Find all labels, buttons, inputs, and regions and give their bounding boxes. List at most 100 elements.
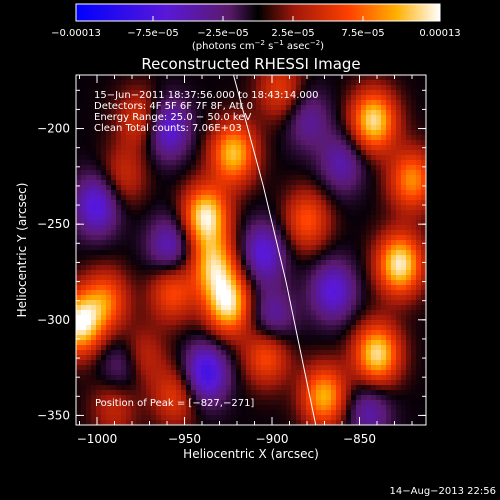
heatmap-cell bbox=[281, 240, 287, 246]
heatmap-cell bbox=[286, 345, 292, 351]
heatmap-cell bbox=[261, 300, 267, 306]
heatmap-cell bbox=[331, 170, 337, 176]
heatmap-cell bbox=[186, 105, 192, 111]
heatmap-cell bbox=[291, 165, 297, 171]
heatmap-cell bbox=[181, 285, 187, 291]
heatmap-cell bbox=[371, 380, 377, 386]
heatmap-cell bbox=[211, 190, 217, 196]
heatmap-cell bbox=[196, 355, 202, 361]
heatmap-cell bbox=[341, 185, 347, 191]
heatmap-cell bbox=[126, 130, 132, 136]
heatmap-cell bbox=[246, 300, 252, 306]
heatmap-cell bbox=[391, 420, 397, 425]
heatmap-cell bbox=[421, 330, 426, 336]
heatmap-cell bbox=[106, 180, 112, 186]
heatmap-cell bbox=[301, 95, 307, 101]
heatmap-cell bbox=[176, 365, 182, 371]
heatmap-cell bbox=[376, 210, 382, 216]
heatmap-cell bbox=[166, 150, 172, 156]
heatmap-cell bbox=[241, 80, 247, 86]
heatmap-cell bbox=[241, 355, 247, 361]
heatmap-cell bbox=[206, 320, 212, 326]
heatmap-cell bbox=[291, 405, 297, 411]
heatmap-cell bbox=[166, 155, 172, 161]
heatmap-cell bbox=[336, 275, 342, 281]
heatmap-cell bbox=[86, 175, 92, 181]
heatmap-cell bbox=[341, 305, 347, 311]
heatmap-cell bbox=[366, 100, 372, 106]
heatmap-cell bbox=[306, 280, 312, 286]
heatmap-cell bbox=[76, 200, 82, 206]
heatmap-cell bbox=[316, 380, 322, 386]
heatmap-cell bbox=[176, 300, 182, 306]
colorbar-tick-label: −7.5e−05 bbox=[127, 28, 179, 39]
heatmap-cell bbox=[221, 410, 227, 416]
heatmap-cell bbox=[306, 260, 312, 266]
heatmap-cell bbox=[91, 260, 97, 266]
heatmap-cell bbox=[76, 390, 82, 396]
heatmap-cell bbox=[276, 410, 282, 416]
heatmap-cell bbox=[196, 285, 202, 291]
heatmap-cell bbox=[361, 185, 367, 191]
heatmap-cell bbox=[111, 350, 117, 356]
heatmap-cell bbox=[221, 105, 227, 111]
heatmap-cell bbox=[191, 270, 197, 276]
heatmap-cell bbox=[266, 340, 272, 346]
heatmap-cell bbox=[261, 315, 267, 321]
heatmap-cell bbox=[151, 315, 157, 321]
heatmap-cell bbox=[216, 355, 222, 361]
heatmap-cell bbox=[156, 300, 162, 306]
heatmap-cell bbox=[151, 160, 157, 166]
heatmap-cell bbox=[196, 200, 202, 206]
heatmap-cell bbox=[241, 190, 247, 196]
heatmap-cell bbox=[271, 350, 277, 356]
heatmap-cell bbox=[281, 155, 287, 161]
heatmap-cell bbox=[421, 280, 426, 286]
heatmap-cell bbox=[301, 135, 307, 141]
heatmap-cell bbox=[276, 395, 282, 401]
heatmap-cell bbox=[351, 170, 357, 176]
heatmap-cell bbox=[101, 115, 107, 121]
heatmap-cell bbox=[176, 280, 182, 286]
heatmap-cell bbox=[311, 100, 317, 106]
heatmap-cell bbox=[351, 115, 357, 121]
heatmap-cell bbox=[201, 295, 207, 301]
heatmap-cell bbox=[161, 335, 167, 341]
heatmap-cell bbox=[381, 345, 387, 351]
heatmap-cell bbox=[241, 245, 247, 251]
heatmap-cell bbox=[281, 265, 287, 271]
heatmap-cell bbox=[216, 215, 222, 221]
heatmap-cell bbox=[331, 75, 337, 81]
heatmap-cell bbox=[196, 105, 202, 111]
heatmap-cell bbox=[151, 335, 157, 341]
heatmap-cell bbox=[131, 290, 137, 296]
heatmap-cell bbox=[366, 240, 372, 246]
heatmap-cell bbox=[366, 335, 372, 341]
heatmap-cell bbox=[106, 220, 112, 226]
heatmap-cell bbox=[271, 195, 277, 201]
heatmap-cell bbox=[86, 405, 92, 411]
colorbar bbox=[75, 3, 441, 22]
heatmap-cell bbox=[366, 215, 372, 221]
heatmap-cell bbox=[396, 385, 402, 391]
heatmap-cell bbox=[106, 185, 112, 191]
heatmap-cell bbox=[116, 290, 122, 296]
heatmap-cell bbox=[206, 365, 212, 371]
heatmap-cell bbox=[361, 220, 367, 226]
heatmap-cell bbox=[261, 190, 267, 196]
heatmap-cell bbox=[371, 345, 377, 351]
heatmap-cell bbox=[416, 245, 422, 251]
heatmap-cell bbox=[181, 400, 187, 406]
heatmap-cell bbox=[251, 340, 257, 346]
heatmap-cell bbox=[141, 415, 147, 421]
heatmap-cell bbox=[241, 120, 247, 126]
heatmap-cell bbox=[91, 245, 97, 251]
heatmap-cell bbox=[341, 100, 347, 106]
heatmap-cell bbox=[376, 115, 382, 121]
heatmap-cell bbox=[221, 325, 227, 331]
heatmap-cell bbox=[321, 85, 327, 91]
heatmap-cell bbox=[396, 180, 402, 186]
heatmap-cell bbox=[336, 130, 342, 136]
heatmap-cell bbox=[271, 165, 277, 171]
heatmap-cell bbox=[236, 290, 242, 296]
